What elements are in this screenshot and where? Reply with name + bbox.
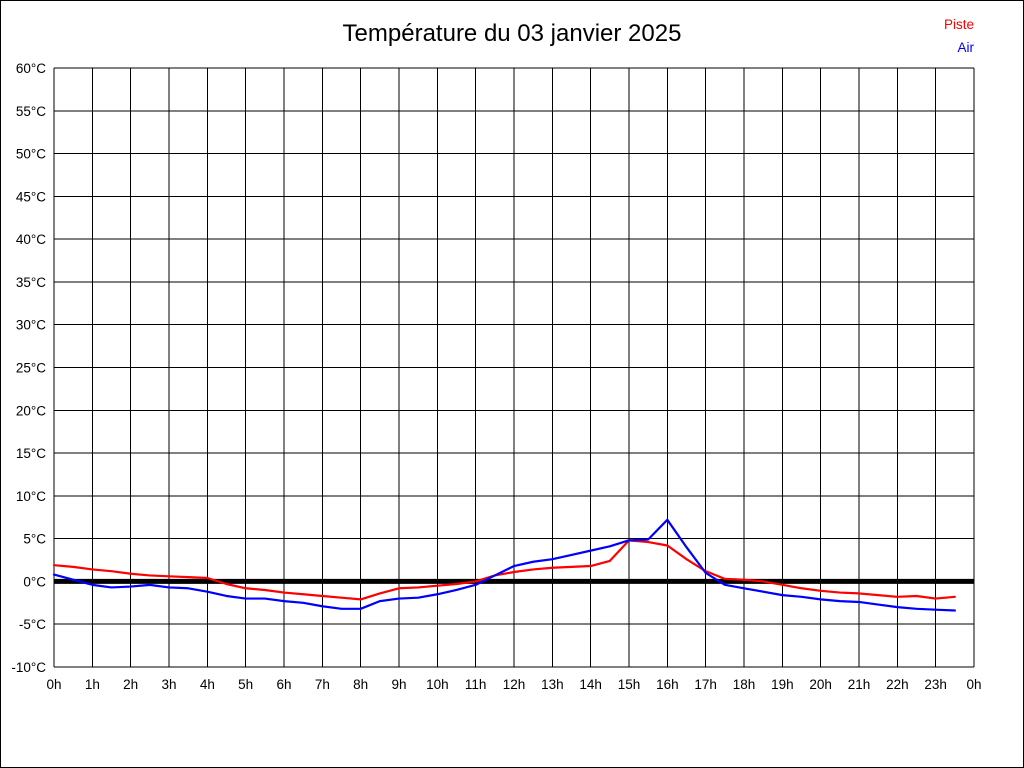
y-axis-tick-label: -5°C [19, 617, 46, 632]
y-axis-tick-label: 55°C [16, 104, 46, 119]
x-axis-tick-label: 16h [656, 677, 679, 692]
y-axis-tick-label: 10°C [16, 489, 46, 504]
y-axis-tick-label: 20°C [16, 403, 46, 418]
y-axis-tick-label: 25°C [16, 361, 46, 376]
x-axis-tick-label: 10h [426, 677, 449, 692]
x-axis-tick-label: 12h [503, 677, 526, 692]
legend: Piste Air [944, 13, 974, 59]
series-line-air [52, 518, 956, 612]
y-axis-tick-label: 40°C [16, 232, 46, 247]
x-axis-tick-label: 0h [966, 677, 981, 692]
legend-item-piste: Piste [943, 17, 974, 32]
x-axis-tick-label: 6h [276, 677, 291, 692]
x-axis-tick-label: 11h [465, 677, 487, 692]
x-axis-tick-label: 14h [579, 677, 602, 692]
x-axis-tick-label: 19h [771, 677, 794, 692]
x-axis-tick-label: 20h [809, 677, 832, 692]
x-axis-tick-label: 21h [848, 677, 871, 692]
y-axis-tick-label: 60°C [16, 61, 46, 76]
y-axis-tick-label: 50°C [16, 147, 46, 162]
x-axis-tick-label: 1h [85, 677, 100, 692]
x-axis-tick-label: 5h [238, 677, 253, 692]
legend-item-air: Air [957, 40, 975, 55]
y-axis-tick-label: -10°C [11, 660, 46, 675]
y-axis-tick-label: 30°C [16, 318, 46, 333]
y-axis-tick-label: 5°C [23, 532, 46, 547]
y-axis-tick-label: 35°C [16, 275, 46, 290]
x-axis-tick-label: 17h [694, 677, 717, 692]
x-axis-tick-label: 13h [541, 677, 564, 692]
x-axis-tick-label: 15h [618, 677, 641, 692]
series-line-piste [52, 539, 956, 601]
x-axis-tick-label: 23h [924, 677, 947, 692]
x-axis-tick-label: 18h [733, 677, 756, 692]
y-axis-tick-label: 45°C [16, 189, 46, 204]
x-axis-tick-label: 3h [161, 677, 176, 692]
y-axis-tick-label: 0°C [23, 574, 46, 589]
x-axis-tick-label: 2h [123, 677, 138, 692]
x-axis-tick-label: 9h [391, 677, 406, 692]
x-axis-tick-label: 22h [886, 677, 909, 692]
x-axis-tick-label: 4h [200, 677, 215, 692]
x-axis-tick-label: 0h [46, 677, 61, 692]
x-axis-tick-label: 8h [353, 677, 368, 692]
x-axis-tick-label: 7h [315, 677, 330, 692]
chart-title: Température du 03 janvier 2025 [342, 20, 682, 47]
y-axis-tick-label: 15°C [16, 446, 46, 461]
